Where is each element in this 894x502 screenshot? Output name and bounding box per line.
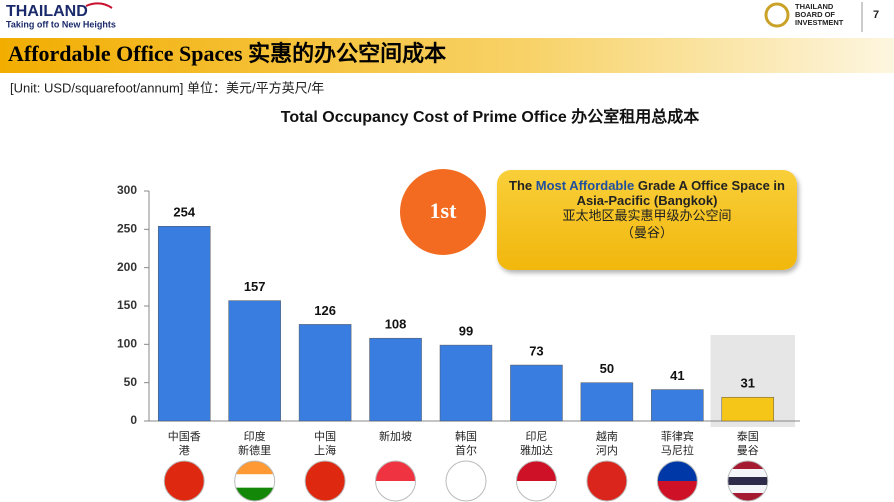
flag-rim [445,460,487,502]
flag [727,485,768,493]
bar [228,300,281,422]
flag [375,481,416,501]
flag [657,461,698,481]
badge-text: 1st [430,198,458,223]
flag-rim [304,460,346,502]
y-tick-label: 250 [117,222,137,236]
flag [375,461,416,481]
bar [439,344,493,422]
y-tick-label: 150 [117,298,137,312]
callout-highlight: Most Affordable [535,178,635,193]
unit-note: [Unit: USD/squarefoot/annum] 单位：美元/平方英尺/… [10,80,324,95]
page-number: 7 [873,9,879,21]
bar [721,396,775,422]
flag [516,461,557,481]
value-label: 126 [314,303,336,318]
value-label: 41 [670,368,684,383]
brand-swoosh [85,2,113,9]
value-label: 31 [741,376,755,391]
flag [727,477,768,485]
boi-logo [764,2,790,28]
slide-title: Affordable Office Spaces 实惠的办公空间成本 [8,41,446,66]
bar [298,324,352,422]
flag-rim [586,460,628,502]
x-tick-label: 泰国 曼谷 [736,431,759,457]
value-label: 157 [244,279,266,294]
callout-chinese: 亚太地区最实惠甲级办公空间 （曼谷） [562,209,732,241]
boi-text: BOARD OF [795,10,835,19]
badge [400,169,486,255]
flag-rim [163,460,205,502]
bar [157,226,211,422]
flag [727,461,768,469]
y-tick-label: 300 [117,183,137,197]
callout: The Most Affordable Grade A Office Space… [497,170,797,270]
flag-rim [656,460,698,502]
value-label: 254 [173,205,195,220]
value-label: 73 [529,343,543,358]
flag [234,487,275,501]
flag [586,461,627,501]
x-tick-label: 中国 上海 [314,431,337,457]
x-tick-label: 印度 新德里 [238,431,272,457]
x-tick-label: 韩国 首尔 [455,431,477,457]
callout-text: The [509,178,533,193]
bar [580,382,634,422]
flag-rim [375,460,417,502]
value-label: 99 [459,324,473,339]
y-tick-label: 50 [124,375,138,389]
flag-rim [515,460,557,502]
value-label: 108 [385,317,407,332]
y-tick-label: 100 [117,337,137,351]
x-tick-label: 中国香 港 [167,431,201,457]
flag [234,474,275,488]
flag [446,461,486,501]
bar [651,389,704,422]
boi-text: THAILAND [795,2,834,11]
brand: THAILAND [6,3,88,20]
flag [727,469,768,477]
flag [164,461,205,501]
flag [657,481,698,501]
callout-text: Grade A Office Space in Asia-Pacific (Ba… [576,178,785,208]
x-tick-label: 越南 河内 [595,431,618,457]
y-tick-label: 0 [130,413,137,427]
flag [305,461,346,501]
y-tick-label: 200 [117,260,137,274]
x-tick-label: 菲律宾 马尼拉 [660,431,694,457]
tagline: Taking off to New Heights [6,19,116,29]
chart-title: Total Occupancy Cost of Prime Office 办公室… [281,107,699,126]
flag [234,461,275,475]
x-tick-label: 新加坡 [379,431,413,443]
flag [516,481,557,501]
flag [727,493,768,501]
title-bar [0,38,894,73]
bar [369,337,422,422]
bar [510,364,563,422]
x-tick-label: 印尼 雅加达 [519,431,553,457]
flag-rim [727,460,769,502]
value-label: 50 [600,361,614,376]
boi-text: INVESTMENT [795,18,844,27]
flag-rim [234,460,276,502]
